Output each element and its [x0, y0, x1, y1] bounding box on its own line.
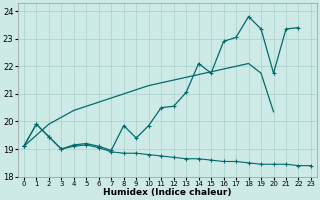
X-axis label: Humidex (Indice chaleur): Humidex (Indice chaleur) [103, 188, 232, 197]
